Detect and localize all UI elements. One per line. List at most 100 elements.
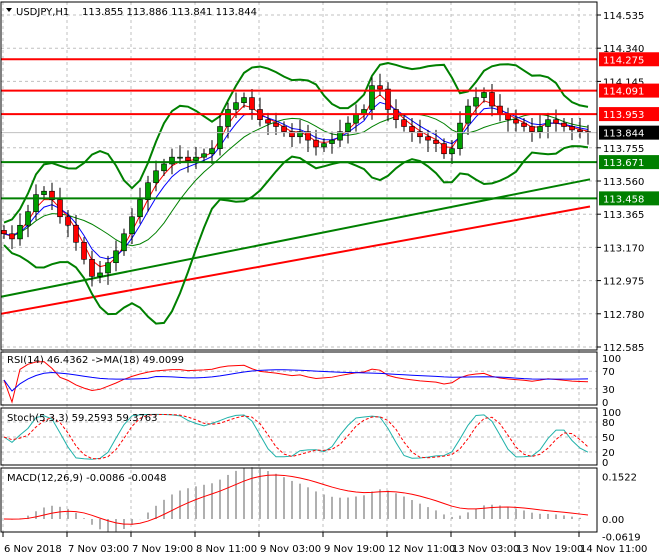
price-label: 112.585 xyxy=(603,343,644,354)
rsi-line xyxy=(3,361,589,404)
candle xyxy=(1,230,7,235)
candle xyxy=(249,97,255,110)
resistance-level-label-bg xyxy=(599,83,659,98)
macd-axis-label: -0.0619 xyxy=(602,532,641,543)
rsi-axis-label: 30 xyxy=(602,385,615,396)
candle xyxy=(65,216,71,226)
macd-signal-line xyxy=(3,474,589,525)
time-label: 14 Nov 11:00 xyxy=(580,544,647,555)
candle xyxy=(113,250,119,264)
candle xyxy=(345,122,351,132)
candle xyxy=(169,156,175,165)
rsi-axis-label: 70 xyxy=(602,367,615,378)
time-label: 7 Nov 03:00 xyxy=(68,544,129,555)
candle xyxy=(193,156,199,161)
candle xyxy=(105,262,111,274)
rsi-axis-label: 100 xyxy=(602,354,621,365)
current-price-label: 113.844 xyxy=(603,129,644,140)
candle xyxy=(9,233,15,240)
candle xyxy=(553,119,559,124)
candle xyxy=(449,148,455,155)
candle xyxy=(481,92,487,98)
candle xyxy=(513,119,519,124)
time-label: 7 Nov 19:00 xyxy=(132,544,193,555)
candle xyxy=(521,122,527,127)
rsi-axis-label: 0 xyxy=(602,398,608,409)
candle xyxy=(561,122,567,127)
price-label: 113.365 xyxy=(603,210,644,221)
panel-frame xyxy=(0,351,598,406)
price-label: 113.755 xyxy=(603,144,644,155)
candle xyxy=(17,224,23,240)
ohlc-readout: 113.855 113.886 113.841 113.844 xyxy=(82,7,257,18)
rsi-label: RSI(14) 46.4362 ->MA(18) 49.0099 xyxy=(7,355,184,366)
support-level-label: 113.671 xyxy=(603,158,644,169)
candle xyxy=(121,233,127,252)
macd-axis-label: 0.1522 xyxy=(602,472,637,483)
time-label: 13 Nov 19:00 xyxy=(516,544,583,555)
bollinger-band xyxy=(3,145,589,325)
candle xyxy=(209,148,215,155)
candle xyxy=(305,131,311,141)
candle xyxy=(577,129,583,132)
candle xyxy=(41,190,47,195)
support-level-label-bg xyxy=(599,155,659,170)
stoch-axis-label: 20 xyxy=(602,448,615,459)
bollinger-band xyxy=(3,61,589,224)
time-label: 8 Nov 11:00 xyxy=(196,544,257,555)
candle xyxy=(297,131,303,138)
candle xyxy=(401,119,407,127)
moving-average-line xyxy=(0,178,591,298)
moving-average-line xyxy=(0,205,591,315)
stoch-label: Stoch(5,3,3) 59.2593 59.3763 xyxy=(7,413,158,424)
candle xyxy=(153,170,159,184)
candle xyxy=(185,156,191,161)
rsi-ma-line xyxy=(3,369,589,392)
candle xyxy=(569,126,575,131)
resistance-level-label: 114.275 xyxy=(603,55,644,66)
price-panel xyxy=(0,58,597,325)
panel-frame xyxy=(0,467,598,533)
resistance-level-label-bg xyxy=(599,107,659,122)
dropdown-triangle-icon[interactable] xyxy=(6,8,12,12)
candle xyxy=(89,259,95,277)
candle xyxy=(281,126,287,132)
candle xyxy=(537,126,543,132)
candle xyxy=(313,139,319,148)
candle xyxy=(425,136,431,141)
resistance-level-label: 113.953 xyxy=(603,110,644,121)
price-label: 112.780 xyxy=(603,310,644,321)
stoch-axis-label: 50 xyxy=(602,433,615,444)
candle xyxy=(457,122,463,149)
candle xyxy=(321,143,327,148)
candle xyxy=(409,126,415,132)
candle xyxy=(33,194,39,212)
symbol-title: USDJPY,H1 xyxy=(16,7,69,18)
stoch-axis-label: 80 xyxy=(602,418,615,429)
candle xyxy=(441,143,447,155)
candle xyxy=(137,199,143,218)
stoch-axis-label: 0 xyxy=(602,458,608,469)
time-label: 9 Nov 19:00 xyxy=(324,544,385,555)
candle xyxy=(145,182,151,201)
candle xyxy=(337,131,343,141)
macd-axis-label: 0.00 xyxy=(602,515,624,526)
candle xyxy=(49,190,55,201)
candle xyxy=(73,224,79,243)
panel-frame xyxy=(0,407,598,466)
candle xyxy=(369,85,375,110)
candle xyxy=(129,216,135,235)
panel-frame xyxy=(0,1,598,351)
macd-label: MACD(12,26,9) -0.0086 -0.0048 xyxy=(7,473,167,484)
candle xyxy=(177,156,183,159)
price-label: 114.145 xyxy=(603,77,644,88)
current-price-label-bg xyxy=(599,125,659,140)
support-level-label-bg xyxy=(599,191,659,206)
candle xyxy=(57,199,63,218)
indicator-panels xyxy=(3,361,589,532)
candle xyxy=(433,139,439,144)
price-label: 114.340 xyxy=(603,44,644,55)
candle xyxy=(529,126,535,132)
